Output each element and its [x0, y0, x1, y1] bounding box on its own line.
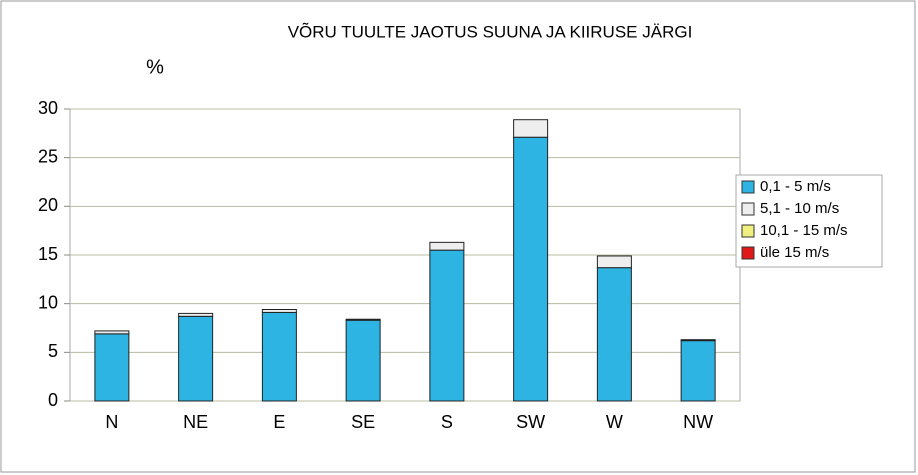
- bar-segment: [429, 249, 465, 402]
- y-tick-label: 5: [48, 341, 58, 361]
- bar-segment: [513, 119, 549, 138]
- x-tick-label: SW: [516, 412, 545, 432]
- y-tick-label: 30: [38, 98, 58, 118]
- y-axis-label: %: [146, 56, 164, 78]
- legend-label: üle 15 m/s: [760, 244, 829, 261]
- bar-segment: [178, 315, 214, 402]
- x-tick-label: SE: [351, 412, 375, 432]
- x-tick-label: S: [441, 412, 453, 432]
- bar-segment: [680, 340, 716, 402]
- bar-segment: [513, 136, 549, 402]
- legend-box: [735, 174, 883, 268]
- legend-swatch: [741, 224, 755, 238]
- x-tick-label: NE: [183, 412, 208, 432]
- bar-segment: [680, 339, 716, 342]
- x-tick-label: NW: [683, 412, 713, 432]
- y-tick-label: 25: [38, 146, 58, 166]
- y-tick-label: 20: [38, 195, 58, 215]
- y-tick-label: 10: [38, 292, 58, 312]
- bar-segment: [345, 318, 381, 321]
- legend-swatch: [741, 180, 755, 194]
- legend-label: 10,1 - 15 m/s: [760, 222, 848, 239]
- bar-segment: [261, 309, 297, 313]
- legend-swatch: [741, 202, 755, 216]
- y-tick-label: 0: [48, 390, 58, 410]
- x-tick-label: E: [273, 412, 285, 432]
- legend-swatch: [741, 246, 755, 260]
- bar-segment: [596, 267, 632, 402]
- y-tick-label: 15: [38, 244, 58, 264]
- bar-segment: [345, 319, 381, 402]
- x-tick-label: W: [606, 412, 623, 432]
- legend-label: 5,1 - 10 m/s: [760, 200, 839, 217]
- bar-segment: [178, 312, 214, 317]
- legend-label: 0,1 - 5 m/s: [760, 178, 831, 195]
- bar-segment: [94, 330, 130, 335]
- bar-segment: [596, 255, 632, 269]
- bar-segment: [261, 311, 297, 402]
- bar-segment: [94, 333, 130, 402]
- x-tick-label: N: [105, 412, 118, 432]
- chart-title: VÕRU TUULTE JAOTUS SUUNA JA KIIRUSE JÄRG…: [288, 22, 693, 41]
- bar-segment: [429, 241, 465, 251]
